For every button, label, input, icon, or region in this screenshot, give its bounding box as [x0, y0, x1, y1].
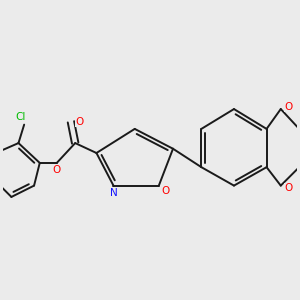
Text: Cl: Cl — [16, 112, 26, 122]
Text: O: O — [161, 185, 169, 196]
Text: O: O — [76, 117, 84, 127]
Text: O: O — [52, 165, 61, 175]
Text: N: N — [110, 188, 117, 198]
Text: O: O — [285, 183, 293, 193]
Text: O: O — [285, 102, 293, 112]
